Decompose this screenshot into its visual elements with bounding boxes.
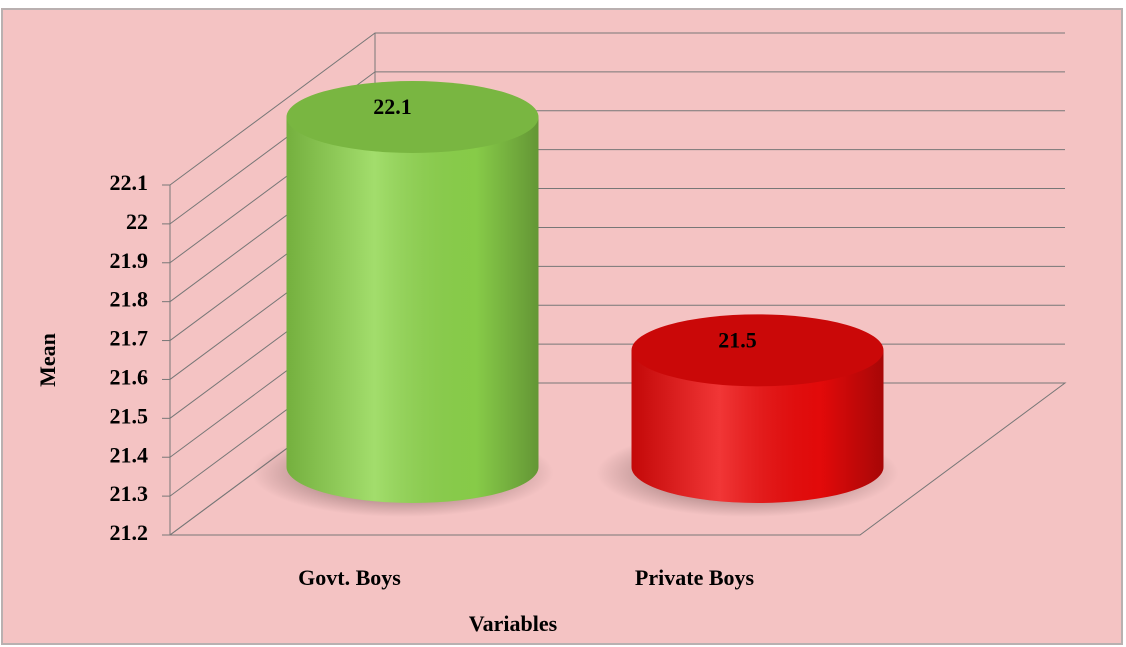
x-tick-label: Private Boys xyxy=(635,565,755,590)
bar-top xyxy=(631,314,884,387)
data-label: 22.1 xyxy=(373,94,412,119)
y-tick-label: 21.3 xyxy=(110,481,149,506)
data-label: 21.5 xyxy=(718,327,757,352)
y-tick-label: 21.7 xyxy=(110,326,149,351)
y-tick-label: 22.1 xyxy=(110,170,149,195)
y-tick-label: 21.6 xyxy=(110,364,149,389)
y-tick-label: 21.9 xyxy=(110,248,149,273)
grid-line xyxy=(169,32,1065,186)
grid-line xyxy=(169,71,1065,225)
bar-shading xyxy=(286,117,539,503)
x-tick-label: Govt. Boys xyxy=(298,565,401,590)
y-axis-title: Mean xyxy=(35,333,60,387)
y-tick-label: 21.8 xyxy=(110,287,149,312)
y-tick-label: 21.4 xyxy=(110,442,149,467)
x-axis-title: Variables xyxy=(469,611,558,636)
bar-shading xyxy=(631,350,884,503)
y-tick-label: 22 xyxy=(126,209,148,234)
y-tick-label: 21.2 xyxy=(110,520,149,545)
y-tick-label: 21.5 xyxy=(110,403,149,428)
bar-top xyxy=(286,81,539,153)
